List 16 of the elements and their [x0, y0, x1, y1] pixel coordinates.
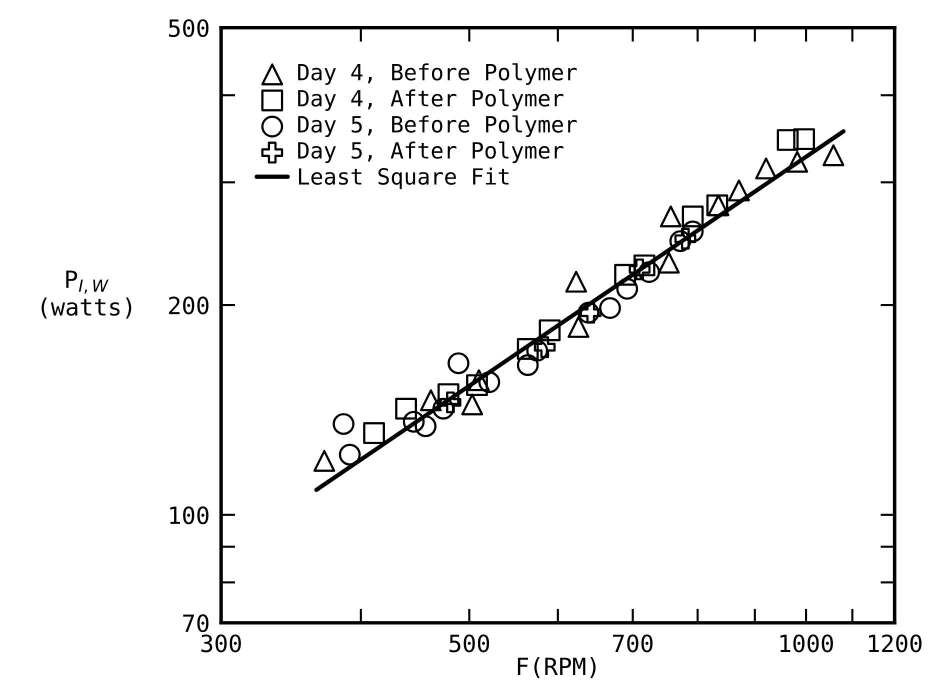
x-tick-label: 1000 — [780, 634, 833, 652]
y-tick-label: 70 — [183, 614, 208, 632]
legend-label: Day 5, After Polymer — [298, 141, 564, 164]
x-tick-label: 700 — [613, 634, 653, 652]
x-tick-label: 300 — [201, 634, 241, 652]
x-axis-title: F(RPM) — [518, 657, 596, 678]
legend-label: Day 5, Before Polymer — [298, 115, 577, 137]
y-tick-label: 500 — [168, 19, 208, 38]
x-tick-label: 500 — [450, 634, 490, 652]
y-tick-label: 100 — [170, 506, 208, 524]
legend-label: Day 4, After Polymer — [298, 89, 564, 111]
y-tick-label: 200 — [169, 296, 208, 314]
legend-label: Least Square Fit — [298, 168, 509, 190]
y-axis-title: P$_{I,W}$ (watts) — [42, 270, 132, 319]
x-tick-label: 1200 — [869, 634, 922, 652]
legend-label: Day 4, Before Polymer — [298, 63, 577, 85]
